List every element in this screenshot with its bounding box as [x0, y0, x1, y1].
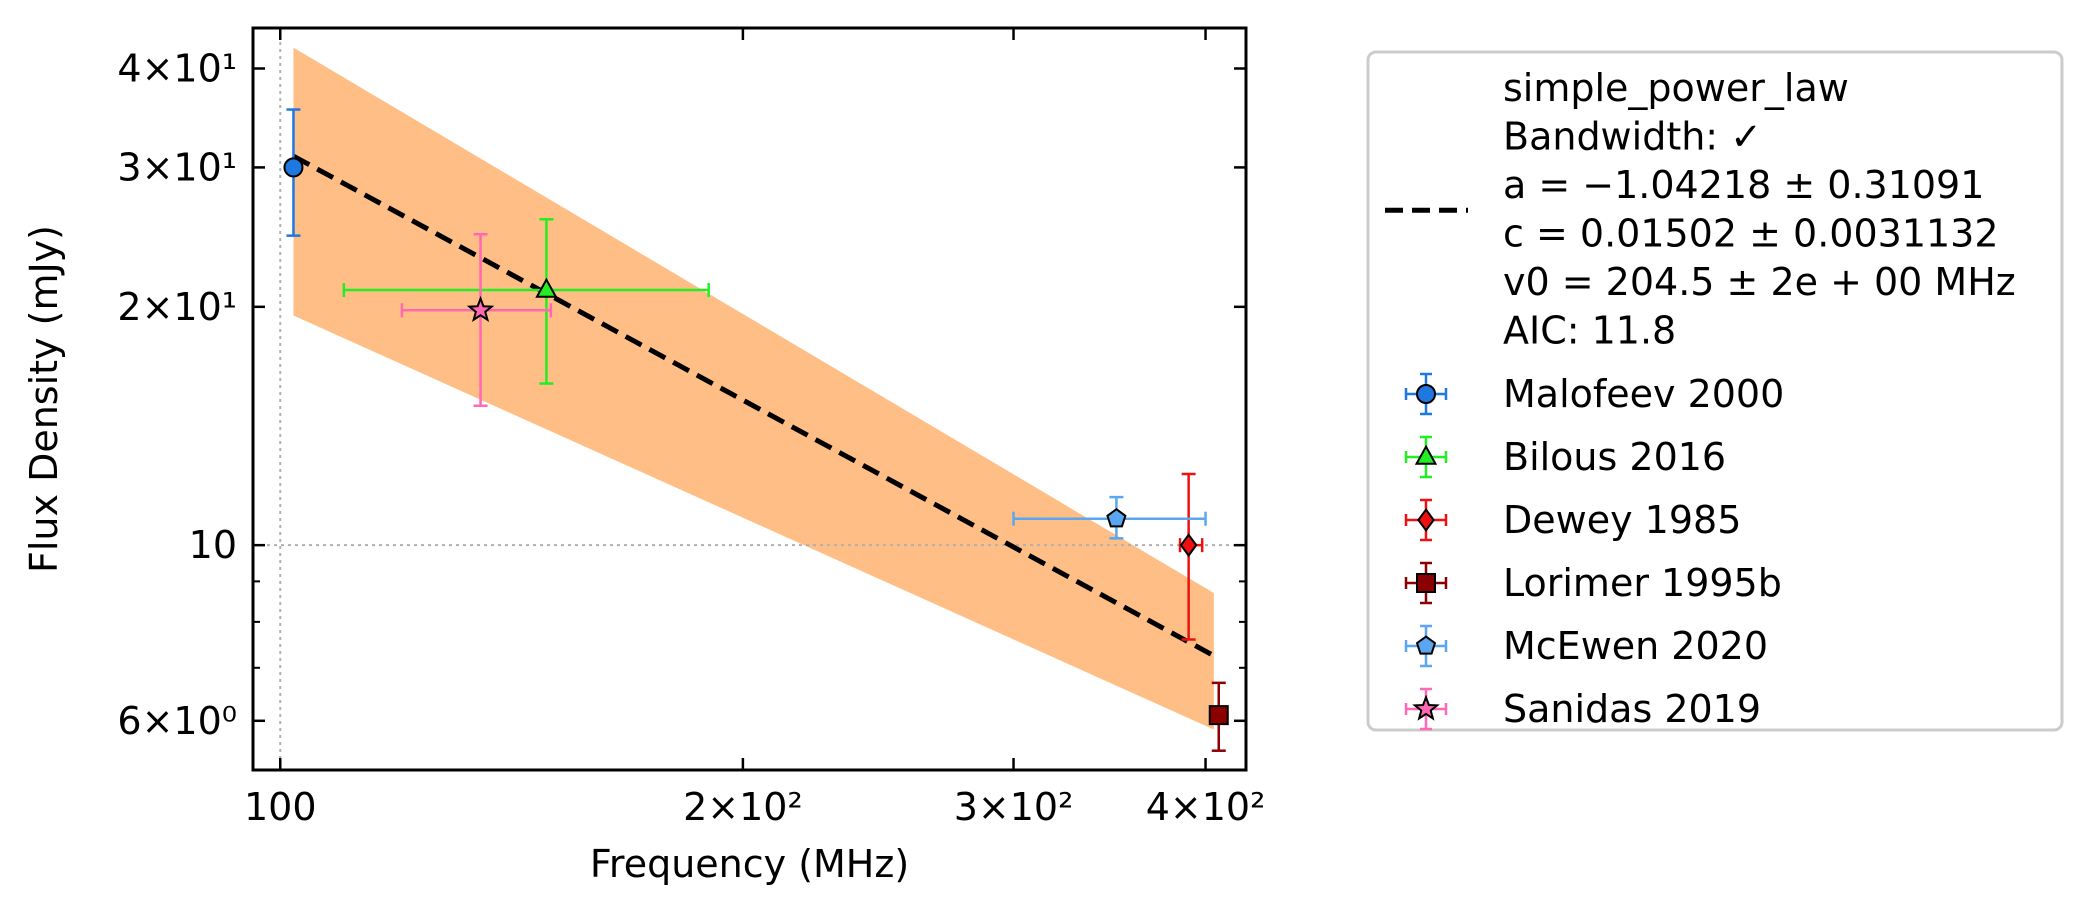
y-axis-title: Flux Density (mJy) — [22, 225, 66, 573]
series-sanidas-2019 — [400, 233, 553, 407]
axes: 100 2×10² 3×10² 4×10² 6×10⁰ 10 2×10¹ 3×10¹ 4×10¹ — [117, 26, 1266, 829]
x-tick-label: 3×10² — [954, 785, 1074, 829]
series-dewey-1985 — [1178, 472, 1204, 641]
legend-label-dewey-1985: Dewey 1985 — [1503, 498, 1741, 542]
legend: simple_power_law Bandwidth: ✓a = −1.04218… — [1366, 50, 2064, 732]
legend-fit-label-line: simple_power_law — [1503, 66, 1849, 110]
legend-fit-label-line: AIC: 11.8 — [1503, 309, 1676, 353]
series-mcewen-2020 — [1012, 495, 1207, 540]
x-tick-label: 4×10² — [1146, 785, 1266, 829]
legend-fit-label-line: Bandwidth: ✓ — [1503, 115, 1762, 159]
plot-frame — [251, 26, 1248, 772]
fit-line — [292, 153, 1216, 658]
legend-marker-dewey-1985 — [1417, 507, 1435, 533]
series-malofeev-2000 — [283, 108, 304, 237]
legend-entry-mcewen-2020: McEwen 2020 — [1404, 624, 1768, 668]
series-bilous-2016 — [342, 218, 710, 385]
y-tick-label: 3×10¹ — [117, 145, 237, 189]
y-tick-label: 10 — [189, 523, 237, 567]
point-lorimer-1995b — [1208, 705, 1229, 726]
plot-content — [253, 28, 1246, 770]
y-tick-label: 4×10¹ — [117, 46, 237, 90]
plot-area — [253, 28, 1246, 770]
legend-entry-dewey-1985: Dewey 1985 — [1404, 498, 1741, 542]
point-sanidas-2019 — [466, 295, 495, 323]
legend-fit-label-line: a = −1.04218 ± 0.31091 — [1503, 163, 1984, 207]
x-axis-title: Frequency (MHz) — [590, 842, 909, 886]
legend-entry-lorimer-1995b: Lorimer 1995b — [1404, 561, 1782, 605]
legend-marker-lorimer-1995b — [1416, 573, 1436, 593]
x-tick-label: 2×10² — [683, 785, 803, 829]
legend-marker-sanidas-2019 — [1412, 694, 1440, 721]
point-mcewen-2020 — [1106, 508, 1127, 528]
legend-label-lorimer-1995b: Lorimer 1995b — [1503, 561, 1782, 605]
y-tick-label: 2×10¹ — [117, 285, 237, 329]
legend-entry-malofeev-2000: Malofeev 2000 — [1404, 372, 1784, 416]
legend-fit-label-line: v0 = 204.5 ± 2e + 00 MHz — [1503, 260, 2016, 304]
legend-label-sanidas-2019: Sanidas 2019 — [1503, 687, 1761, 731]
y-tick-label: 6×10⁰ — [117, 699, 237, 743]
fit-confidence-band — [293, 47, 1214, 730]
x-tick-label: 100 — [244, 785, 317, 829]
legend-marker-mcewen-2020 — [1415, 635, 1437, 655]
legend-label-malofeev-2000: Malofeev 2000 — [1503, 372, 1784, 416]
series-lorimer-1995b — [1208, 681, 1229, 752]
legend-fit-label-line: c = 0.01502 ± 0.0031132 — [1503, 212, 1999, 256]
legend-marker-bilous-2016 — [1414, 444, 1438, 465]
point-bilous-2016 — [535, 277, 558, 298]
legend-box — [1366, 50, 2064, 732]
point-malofeev-2000 — [283, 157, 304, 178]
point-dewey-1985 — [1179, 533, 1198, 558]
legend-entry-bilous-2016: Bilous 2016 — [1404, 435, 1726, 479]
legend-label-bilous-2016: Bilous 2016 — [1503, 435, 1726, 479]
legend-marker-malofeev-2000 — [1416, 384, 1436, 404]
legend-entry-sanidas-2019: Sanidas 2019 — [1404, 687, 1761, 731]
legend-label-mcewen-2020: McEwen 2020 — [1503, 624, 1768, 668]
